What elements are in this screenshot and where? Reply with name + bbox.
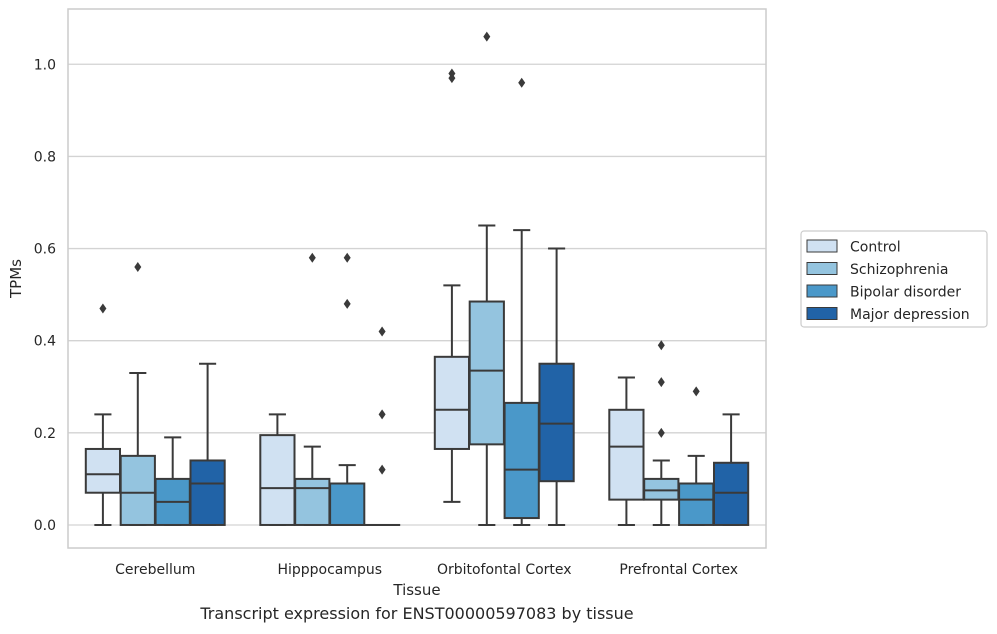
box-iqr [84, 447, 122, 494]
legend-swatch [806, 262, 838, 275]
legend-frame [800, 230, 988, 328]
legend-item: Bipolar disorder [806, 284, 961, 301]
legend-label: Schizophrenia [850, 262, 948, 278]
box-major-depression [189, 362, 226, 526]
outlier-point [343, 298, 351, 309]
x-tick-labels: Cerebellum Hipppocampus Orbitofontal Corte… [115, 562, 738, 578]
boxes [84, 31, 750, 526]
box-bipolar-disorder [329, 252, 366, 526]
outlier-point [99, 303, 107, 314]
box-schizophrenia [119, 261, 156, 526]
x-tick-label: Orbitofontal Cortex [437, 562, 572, 578]
outlier-point [657, 427, 665, 438]
box-control [433, 68, 471, 503]
legend-swatch [806, 239, 838, 253]
legend-item: Control [806, 239, 901, 256]
outlier-point [518, 77, 526, 88]
box-iqr [678, 482, 715, 526]
box-iqr [468, 300, 505, 446]
legend-label: Bipolar disorder [850, 285, 961, 301]
outlier-point [378, 409, 386, 420]
x-tick-label: Prefrontal Cortex [619, 562, 738, 578]
outlier-point [483, 31, 491, 42]
box-iqr [643, 477, 680, 501]
outlier-point [657, 377, 665, 388]
box-major-depression [712, 413, 750, 526]
box-iqr [294, 477, 331, 526]
box-control [259, 413, 296, 526]
outlier-point [448, 68, 456, 79]
box-iqr [119, 454, 156, 526]
box-bipolar-disorder [678, 386, 715, 526]
box-control [608, 376, 645, 526]
box-iqr [189, 459, 226, 526]
plot-frame [67, 8, 767, 549]
x-axis-label: Tissue [392, 581, 440, 599]
box-bipolar-disorder [503, 77, 540, 526]
outlier-point [308, 252, 316, 263]
legend-item: Schizophrenia [806, 262, 948, 278]
outlier-point [378, 326, 386, 337]
box-schizophrenia [468, 31, 505, 526]
box-iqr [433, 355, 471, 450]
box-iqr [538, 362, 575, 483]
outlier-point [657, 340, 665, 351]
y-axis-label: TPMs [7, 259, 25, 299]
box-iqr [329, 482, 366, 526]
box-major-depression [363, 326, 401, 526]
figure-caption: Transcript expression for ENST0000059708… [200, 604, 634, 623]
outlier-point [343, 252, 351, 263]
box-schizophrenia [643, 340, 680, 526]
box-schizophrenia [294, 252, 331, 526]
x-tick-label: Cerebellum [115, 562, 195, 578]
box-bipolar-disorder [154, 436, 191, 526]
legend-label: Major depression [850, 307, 970, 323]
legend-swatch [806, 284, 838, 298]
legend-label: Control [850, 240, 901, 256]
y-tick-label: 1.0 [34, 57, 56, 73]
box-iqr [259, 434, 296, 526]
box-control [84, 303, 122, 526]
y-tick-label: 0.6 [34, 242, 56, 258]
y-tick-label: 0.8 [34, 149, 56, 165]
y-tick-label: 0.2 [34, 426, 56, 442]
y-tick-label: 0.0 [34, 518, 56, 534]
outlier-point [378, 464, 386, 475]
legend-swatch [806, 307, 838, 320]
box-iqr [712, 461, 750, 526]
outlier-point [134, 261, 142, 272]
y-tick-label: 0.4 [34, 334, 56, 350]
outlier-point [692, 386, 700, 397]
box-major-depression [538, 247, 575, 526]
x-tick-label: Hipppocampus [277, 562, 382, 578]
y-tick-labels: 0.0 0.2 0.4 0.6 0.8 1.0 [34, 57, 56, 534]
legend: Control Schizophrenia Bipolar disorder Majo… [800, 230, 988, 328]
box-iqr [608, 408, 645, 501]
legend-item: Major depression [806, 307, 970, 323]
y-gridlines [68, 63, 766, 526]
box-iqr [503, 401, 540, 520]
